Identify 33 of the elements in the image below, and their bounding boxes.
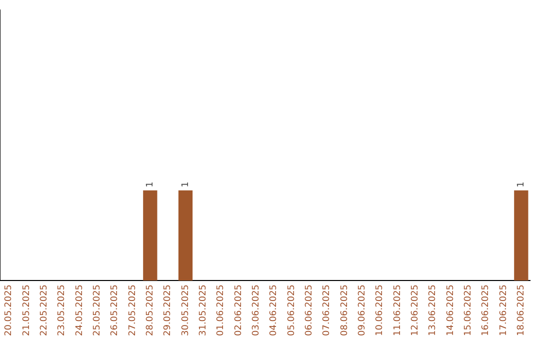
data-label: 1: [180, 182, 191, 188]
x-tick-label: 21.05.2025: [22, 284, 32, 336]
x-tick-label: 29.05.2025: [163, 284, 174, 336]
x-tick-label: 07.06.2025: [322, 284, 332, 336]
x-tick-label: 31.05.2025: [198, 284, 209, 336]
x-tick-label: 14.06.2025: [446, 284, 456, 336]
x-tick-label: 09.06.2025: [358, 284, 368, 336]
x-tick-label: 02.06.2025: [234, 284, 244, 336]
x-tick-label: 28.05.2025: [146, 284, 156, 336]
x-tick-label: 05.06.2025: [286, 284, 297, 336]
x-tick-label: 25.05.2025: [92, 284, 103, 336]
x-tick-label: 13.06.2025: [428, 284, 438, 336]
x-tick-label: 03.06.2025: [252, 284, 262, 336]
x-tick-label: 10.06.2025: [375, 284, 386, 336]
x-tick-label: 12.06.2025: [410, 284, 421, 336]
data-label: 1: [516, 182, 527, 188]
x-tick-label: 26.05.2025: [110, 284, 120, 336]
x-tick-label: 06.06.2025: [304, 284, 315, 336]
x-tick-label: 15.06.2025: [464, 284, 474, 336]
x-tick-label: 11.06.2025: [392, 284, 403, 336]
x-tick-label: 18.06.2025: [516, 284, 527, 336]
data-label: 1: [146, 182, 156, 188]
x-tick-label: 27.05.2025: [128, 284, 138, 336]
x-tick-label: 30.05.2025: [180, 284, 191, 336]
x-tick-label: 04.06.2025: [269, 284, 280, 336]
x-tick-label: 16.06.2025: [481, 284, 492, 336]
x-tick-label: 20.05.2025: [4, 284, 14, 336]
x-tick-label: 24.05.2025: [74, 284, 85, 336]
x-tick-label: 22.05.2025: [40, 284, 50, 336]
x-tick-label: 08.06.2025: [340, 284, 350, 336]
x-tick-label: 01.06.2025: [216, 284, 226, 336]
x-tick-label: 17.06.2025: [498, 284, 509, 336]
x-tick-label: 23.05.2025: [57, 284, 68, 336]
